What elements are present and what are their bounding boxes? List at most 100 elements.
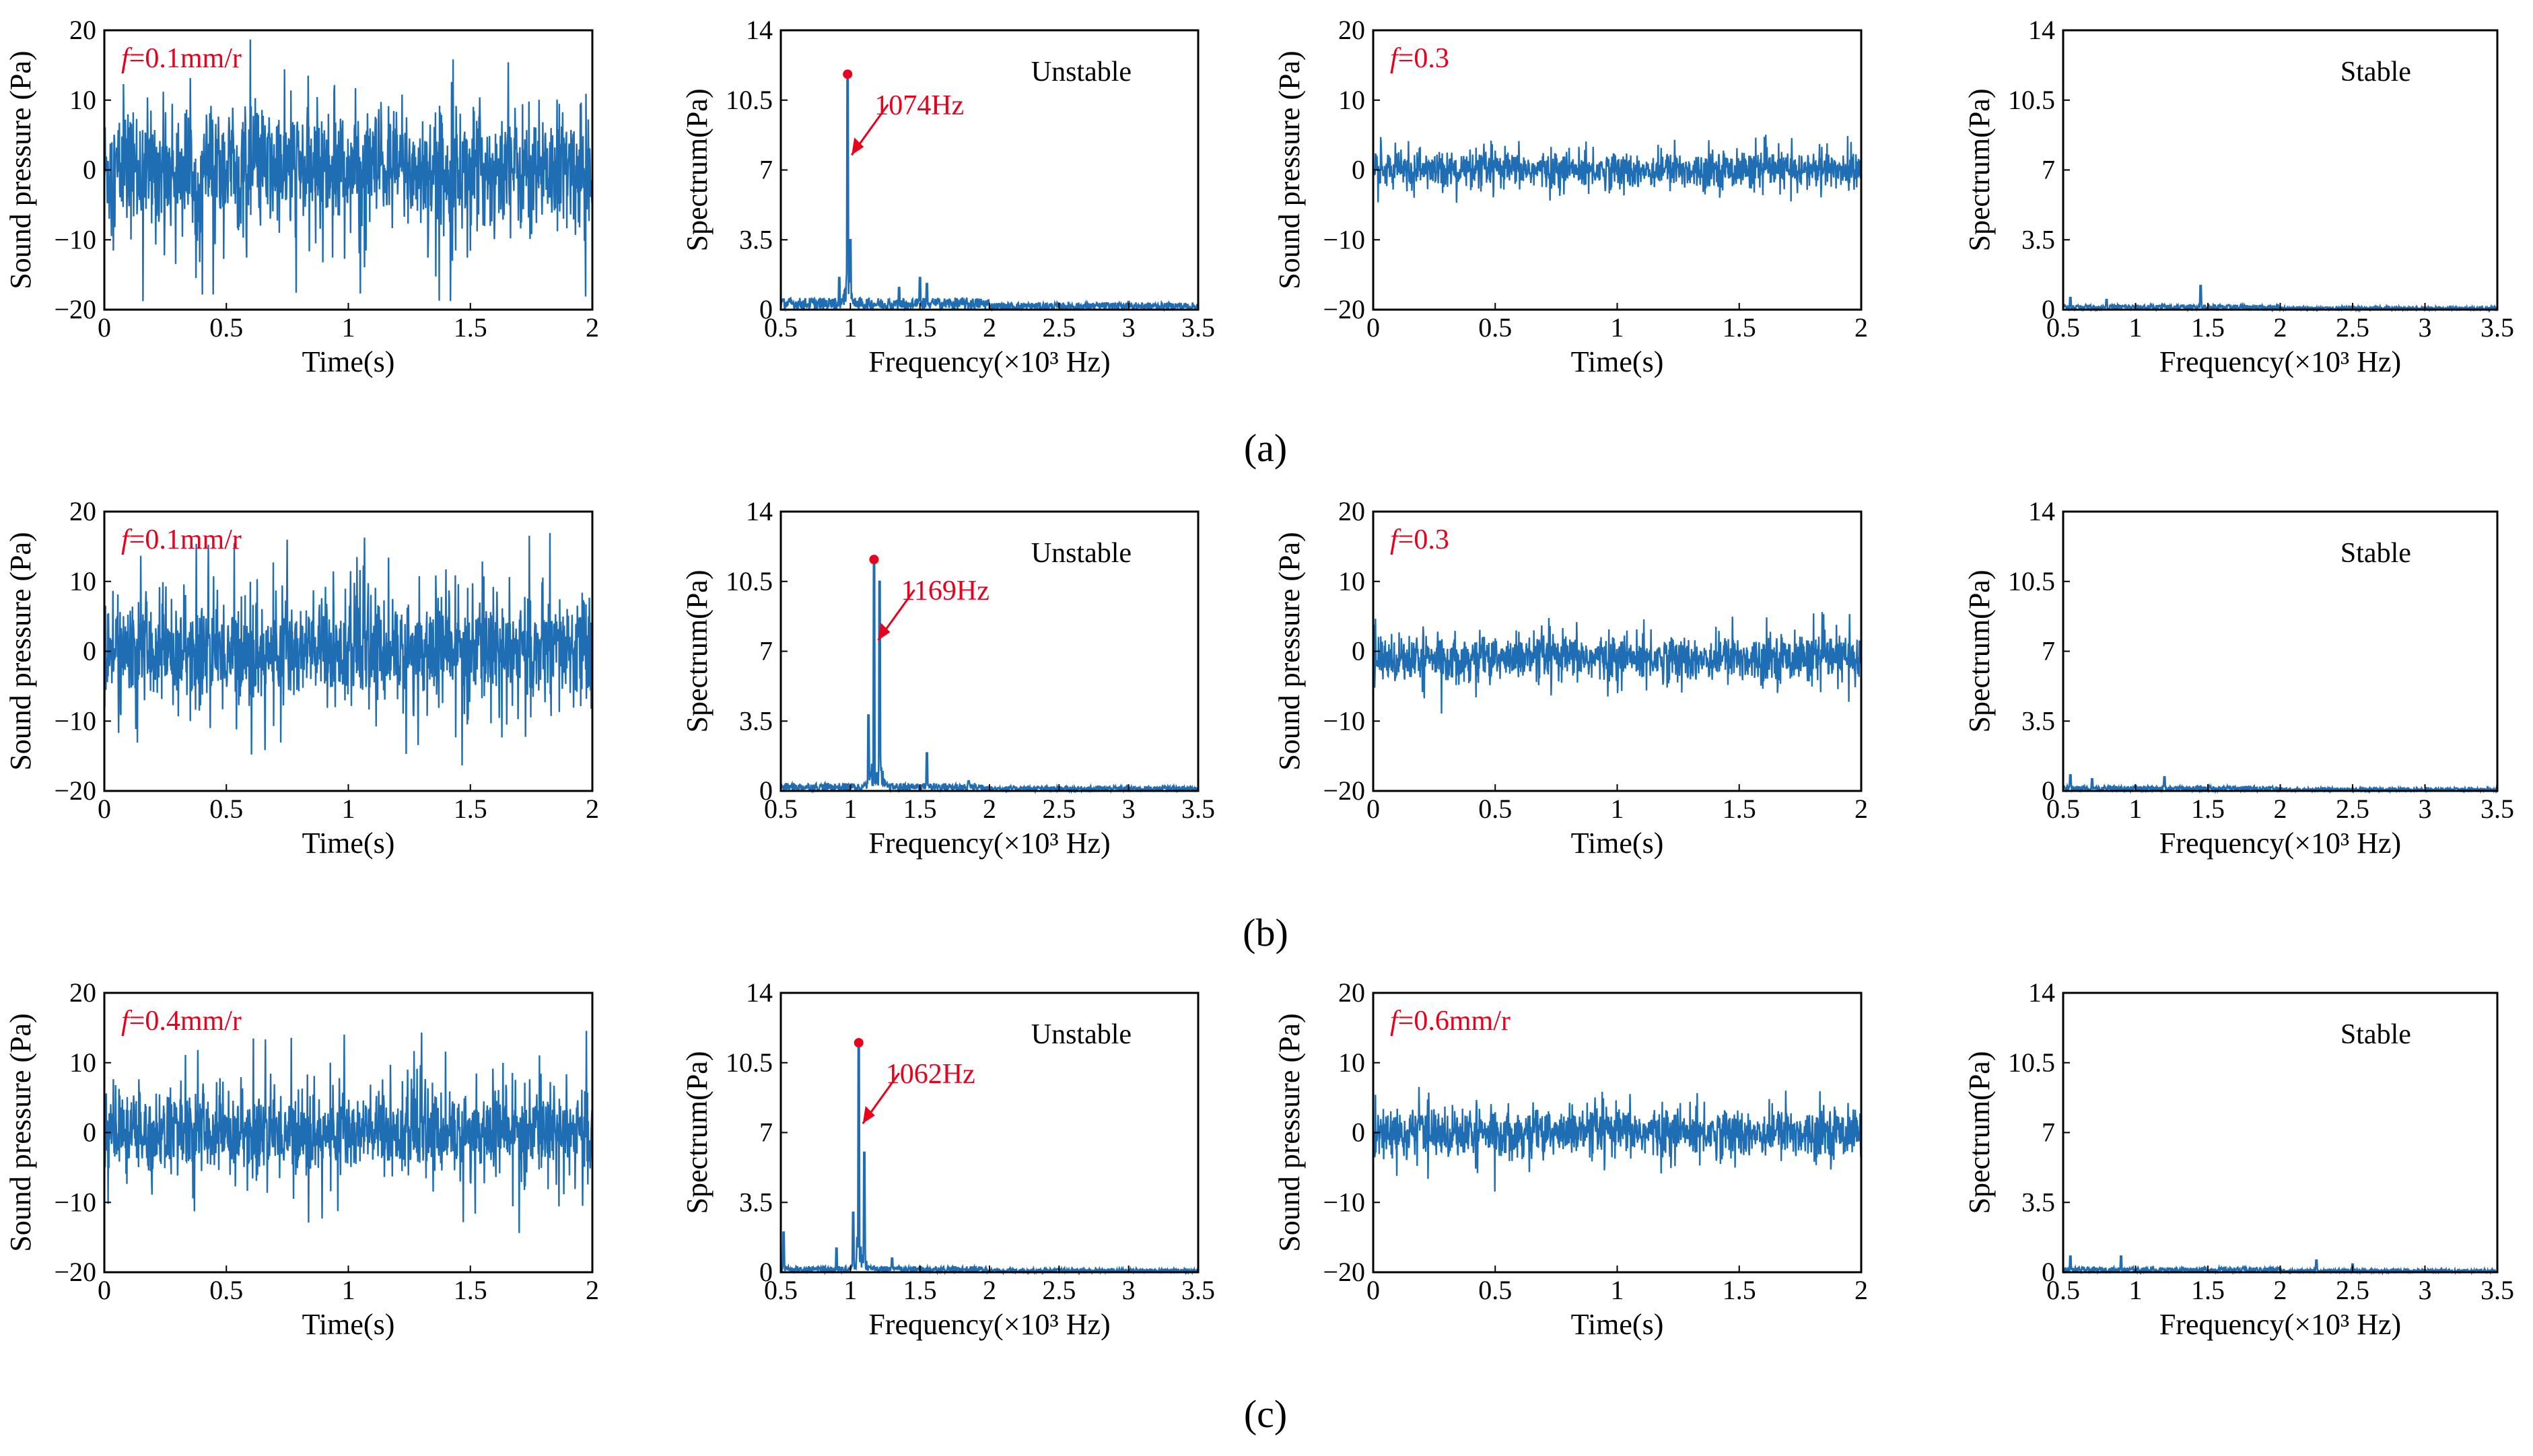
- chart-panel-c-4: 0.5 1 1.5 2 2.5 3 3.5 0 3.5 7 10.5 14 Frequency(×10³…: [1963, 977, 2514, 1341]
- x-tick-label: 2: [586, 1275, 599, 1305]
- y-tick-label: 0: [1352, 155, 1365, 185]
- y-axis-label: Spectrum(Pa): [1963, 89, 1996, 252]
- x-tick-label: 2.5: [2336, 312, 2369, 343]
- x-tick-label: 3: [1122, 312, 1136, 343]
- y-tick-label: 20: [1338, 496, 1365, 526]
- y-tick-label: 10.5: [2008, 85, 2055, 115]
- feed-rate-annotation: f=0.6mm/r: [1390, 1006, 1511, 1037]
- y-axis-label: Sound pressure (Pa): [1273, 50, 1306, 289]
- stability-label: Unstable: [1031, 538, 1132, 569]
- y-tick-label: 0: [83, 1117, 96, 1148]
- y-tick-label: 10: [1338, 566, 1365, 596]
- caption-c: (c): [1244, 1392, 1287, 1436]
- x-tick-label: 0.5: [764, 794, 798, 824]
- x-tick-label: 3: [2419, 1275, 2432, 1305]
- feed-rate-value: =0.4mm/r: [129, 1006, 242, 1037]
- y-tick-label: −10: [54, 224, 96, 254]
- chart-panel-b-4: 0.5 1 1.5 2 2.5 3 3.5 0 3.5 7 10.5 14 Frequency(×10³…: [1963, 496, 2514, 860]
- x-tick-label: 1.5: [903, 1275, 937, 1305]
- y-axis-label: Sound pressure (Pa): [1273, 1013, 1306, 1251]
- y-tick-label: 14: [2028, 15, 2055, 45]
- y-tick-label: 0: [2042, 775, 2055, 806]
- y-tick-label: 14: [746, 496, 773, 526]
- axes-frame: [779, 992, 1200, 1274]
- y-tick-label: 0: [2042, 1257, 2055, 1287]
- y-tick-label: 14: [2028, 496, 2055, 526]
- x-tick-label: 3: [2419, 312, 2432, 343]
- feed-rate-value: =0.1mm/r: [129, 524, 242, 555]
- x-tick-label: 2: [983, 312, 996, 343]
- y-tick-label: −20: [1323, 1257, 1365, 1287]
- x-tick-label: 2: [2274, 1275, 2287, 1305]
- y-axis-label: Spectrum(Pa): [681, 89, 714, 252]
- x-tick-label: 0: [98, 312, 111, 343]
- y-tick-label: 10: [1338, 1047, 1365, 1078]
- feed-rate-annotation: f=0.1mm/r: [121, 524, 242, 555]
- y-tick-label: 10.5: [2008, 1047, 2055, 1078]
- x-tick-label: 1.5: [1723, 1275, 1756, 1305]
- peak-arrowhead: [852, 137, 864, 155]
- y-tick-label: 3.5: [2021, 224, 2055, 254]
- y-tick-label: 7: [2042, 155, 2055, 185]
- y-tick-label: 10.5: [726, 85, 773, 115]
- stability-label: Stable: [2340, 538, 2411, 569]
- x-tick-label: 1.5: [2191, 1275, 2225, 1305]
- y-tick-label: −20: [54, 1257, 96, 1287]
- y-axis-label: Spectrum(Pa): [1963, 1051, 1996, 1214]
- chart-panel-a-2: 0.5 1 1.5 2 2.5 3 3.5 0 3.5 7 10.5 14 Frequency(×10³…: [681, 15, 1215, 378]
- x-tick-label: 2: [1854, 1275, 1868, 1305]
- y-tick-label: 7: [759, 636, 773, 666]
- y-tick-label: 14: [2028, 977, 2055, 1008]
- caption-a: (a): [1244, 426, 1287, 470]
- chart-panel-b-2: 0.5 1 1.5 2 2.5 3 3.5 0 3.5 7 10.5 14 Frequency(×10³…: [681, 496, 1215, 860]
- x-tick-label: 2: [1854, 794, 1868, 824]
- x-tick-label: 1.5: [1723, 794, 1756, 824]
- x-tick-label: 1: [1611, 1275, 1624, 1305]
- y-tick-label: −10: [1323, 224, 1365, 254]
- peak-arrowhead: [878, 623, 891, 641]
- x-axis-label: Time(s): [1571, 827, 1664, 860]
- axes-frame: [2062, 29, 2499, 311]
- y-tick-label: 10.5: [726, 566, 773, 596]
- x-tick-label: 1.5: [454, 312, 487, 343]
- x-tick-label: 2: [586, 312, 599, 343]
- y-tick-label: 20: [1338, 977, 1365, 1008]
- y-tick-label: 20: [69, 496, 96, 526]
- y-axis-label: Spectrum(Pa): [681, 1051, 714, 1214]
- y-tick-label: 0: [2042, 294, 2055, 324]
- peak-arrowhead: [862, 1106, 875, 1124]
- x-axis-label: Time(s): [302, 345, 395, 378]
- x-tick-label: 3.5: [2480, 312, 2514, 343]
- x-tick-label: 0.5: [1478, 1275, 1512, 1305]
- x-tick-label: 1: [843, 312, 857, 343]
- feed-rate-value: =0.3: [1398, 524, 1449, 555]
- x-tick-label: 3.5: [1181, 1275, 1215, 1305]
- x-tick-label: 2: [983, 1275, 996, 1305]
- stability-label: Stable: [2340, 1019, 2411, 1050]
- x-tick-label: 1: [342, 312, 355, 343]
- peak-marker: [869, 555, 879, 565]
- y-tick-label: 20: [1338, 15, 1365, 45]
- y-tick-label: −20: [1323, 775, 1365, 806]
- x-tick-label: 2.5: [2336, 794, 2369, 824]
- y-axis-label: Sound pressure (Pa): [4, 1013, 37, 1251]
- x-axis-label: Frequency(×10³ Hz): [2159, 1308, 2401, 1341]
- x-tick-label: 1.5: [903, 312, 937, 343]
- x-tick-label: 1: [843, 1275, 857, 1305]
- chart-panel-a-1: 0 0.5 1 1.5 2 −20 −10 0 10 20 Time(s) Sound pressur…: [4, 15, 599, 378]
- y-tick-label: 3.5: [739, 705, 773, 736]
- x-tick-label: 0.5: [2046, 1275, 2080, 1305]
- x-tick-label: 2: [2274, 794, 2287, 824]
- x-tick-label: 1.5: [2191, 794, 2225, 824]
- y-tick-label: −20: [1323, 294, 1365, 324]
- y-tick-label: 7: [2042, 636, 2055, 666]
- x-axis-label: Time(s): [302, 827, 395, 860]
- chart-panel-b-3: 0 0.5 1 1.5 2 −20 −10 0 10 20 Time(s) Sound pressur…: [1273, 496, 1868, 860]
- x-tick-label: 0: [1366, 794, 1380, 824]
- y-tick-label: 20: [69, 15, 96, 45]
- feed-rate-value: =0.3: [1398, 43, 1449, 74]
- y-tick-label: 0: [1352, 1117, 1365, 1148]
- y-tick-label: 7: [759, 1117, 773, 1148]
